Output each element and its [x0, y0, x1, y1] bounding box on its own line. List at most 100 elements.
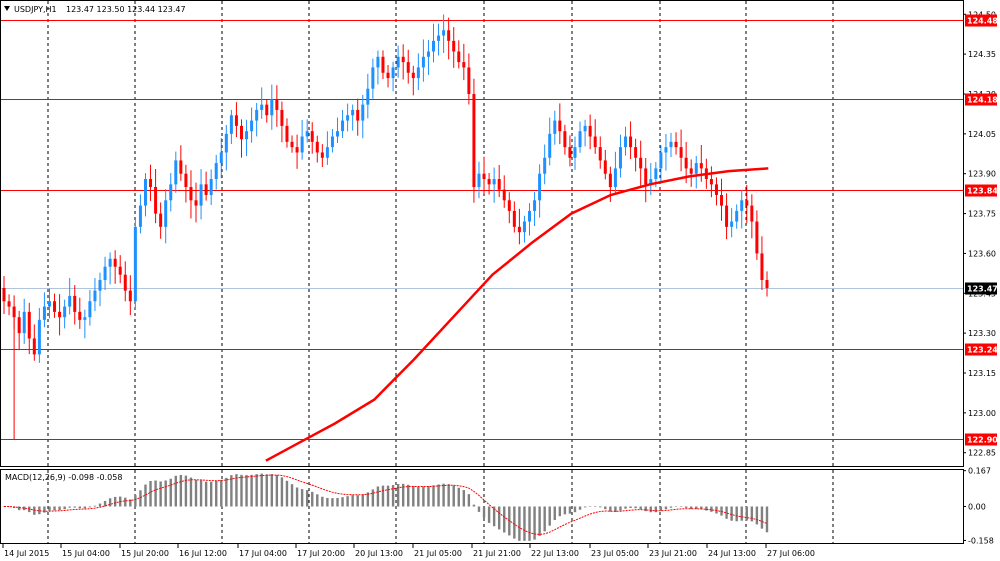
macd-bar [730, 506, 733, 521]
candle-body [381, 56, 385, 73]
symbol-timeframe: USDJPY,H1 [14, 5, 57, 14]
main-panel[interactable] [0, 0, 964, 467]
triangle-down-icon[interactable] [4, 6, 10, 11]
candle-body [204, 184, 208, 195]
macd-bar [129, 499, 132, 507]
macd-bar [113, 496, 117, 507]
level-label: 123.84 [967, 187, 998, 196]
price-tick-label: 123.15 [968, 369, 996, 378]
macd-bar [316, 494, 319, 507]
macd-bar [386, 485, 390, 507]
candle-body [750, 205, 754, 222]
macd-tick-label: 0.00 [968, 503, 986, 512]
price-tick-label: 124.35 [968, 50, 996, 59]
candle-body [63, 306, 67, 318]
candle-body [88, 301, 92, 318]
macd-bar [295, 487, 299, 507]
macd-bar [311, 491, 314, 507]
level-label-box [965, 14, 997, 27]
candle-body [133, 226, 137, 302]
ohlc-readout: 123.47 123.50 123.44 123.47 [66, 5, 186, 14]
macd-bar [391, 485, 395, 507]
candle-body [447, 30, 451, 41]
time-tick-label: 17 Jul 20:00 [297, 549, 345, 558]
time-tick-label: 16 Jul 12:00 [179, 549, 227, 558]
macd-bar [614, 506, 617, 513]
price-tick-label: 123.90 [968, 170, 996, 179]
macd-bar [78, 506, 81, 509]
macd-bar [189, 477, 193, 507]
macd-bar [664, 506, 668, 510]
candle-body [416, 67, 420, 79]
candle-body [37, 319, 41, 355]
macd-bar [305, 490, 309, 507]
time-tick-label: 20 Jul 13:00 [355, 549, 403, 558]
macd-bar [568, 506, 572, 514]
macd-bar [684, 506, 688, 508]
macd-bar [144, 484, 147, 507]
macd-bar [679, 506, 683, 507]
candle-body [765, 280, 769, 288]
candle-body [189, 187, 193, 201]
candle-body [608, 173, 612, 187]
candle-body [386, 72, 390, 79]
candle-body [73, 295, 77, 312]
macd-bar [290, 484, 294, 507]
candle-body [467, 67, 471, 94]
candle-body [118, 266, 122, 275]
candle-body [265, 104, 269, 116]
macd-bar [755, 506, 759, 525]
candle-body [528, 210, 532, 222]
candle-body [462, 62, 466, 68]
macd-bar [644, 506, 647, 512]
candle-body [689, 168, 693, 174]
macd-bar [255, 474, 258, 507]
macd-bar [376, 486, 380, 507]
macd-bar [760, 506, 764, 529]
macd-bar [38, 506, 41, 515]
macd-bar [649, 506, 652, 513]
macd-bar [518, 506, 521, 541]
candle-body [290, 141, 294, 148]
macd-bar [149, 481, 152, 507]
candle-body [108, 258, 112, 267]
candle-body [32, 338, 36, 355]
macd-bar [624, 506, 627, 509]
macd-bar [690, 506, 693, 510]
time-tick-label: 27 Jul 06:00 [767, 549, 815, 558]
macd-bar [427, 486, 430, 507]
candle-body [229, 115, 233, 134]
macd-bar [250, 474, 253, 507]
candle-body [699, 163, 703, 169]
candle-body [174, 160, 178, 185]
macd-bar [604, 506, 607, 510]
time-tick-label: 22 Jul 13:00 [531, 549, 579, 558]
candle-body [245, 131, 249, 140]
candle-body [98, 280, 102, 291]
candle-body [17, 317, 21, 334]
candle-body [477, 173, 481, 187]
horizontal-levels[interactable] [1, 20, 963, 440]
candle-body [234, 115, 238, 126]
macd-bar [573, 506, 577, 513]
candle-body [533, 200, 537, 211]
candle-body [154, 187, 158, 214]
price-tick-label: 122.85 [968, 449, 996, 458]
candle-body [356, 109, 360, 121]
level-label-box [965, 184, 997, 197]
candle-body [674, 141, 678, 148]
candle-body [426, 51, 430, 57]
candle-body [260, 104, 264, 110]
time-tick-label: 15 Jul 20:00 [121, 549, 169, 558]
macd-bar [401, 483, 405, 507]
candle-body [58, 311, 62, 318]
candle-body [270, 99, 274, 116]
macd-bar [361, 494, 364, 507]
level-label: 122.90 [967, 436, 998, 445]
candle-body [411, 72, 415, 79]
macd-bar [346, 496, 349, 507]
candle-body [320, 152, 324, 158]
candle-body [543, 157, 547, 174]
macd-bar [139, 490, 142, 507]
